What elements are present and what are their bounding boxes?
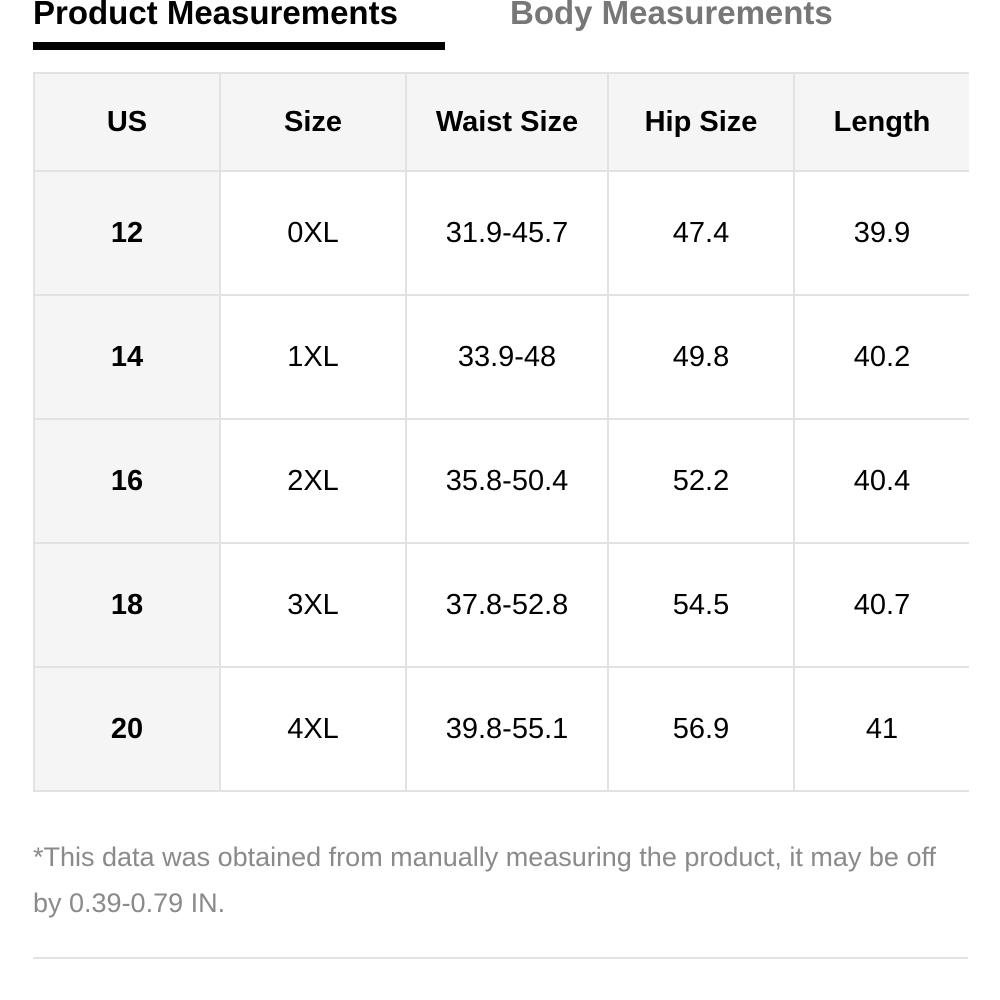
header-cell: US bbox=[33, 72, 221, 172]
tab[interactable]: Product Measurements bbox=[33, 0, 398, 31]
table-cell: 41 bbox=[793, 666, 969, 792]
table-cell: 0XL bbox=[219, 170, 407, 296]
table-cell: 39.9 bbox=[793, 170, 969, 296]
header-cell: Size bbox=[219, 72, 407, 172]
header-cell: Hip Size bbox=[607, 72, 795, 172]
table-cell: 12 bbox=[33, 170, 221, 296]
table-cell: 40.4 bbox=[793, 418, 969, 544]
header-cell: Waist Size bbox=[405, 72, 609, 172]
table-cell: 33.9-48 bbox=[405, 294, 609, 420]
table-cell: 49.8 bbox=[607, 294, 795, 420]
note: *This data was obtained from manually me… bbox=[33, 842, 936, 918]
table-cell: 37.8-52.8 bbox=[405, 542, 609, 668]
size-table: US Size Waist Size Hip Size Length 12 0XL 31.9… bbox=[33, 72, 969, 792]
table-cell: 20 bbox=[33, 666, 221, 792]
active-tab-indicator bbox=[33, 42, 445, 50]
divider bbox=[33, 957, 968, 959]
table-cell: 52.2 bbox=[607, 418, 795, 544]
table-cell: 1XL bbox=[219, 294, 407, 420]
table-cell: 16 bbox=[33, 418, 221, 544]
table-row: 12 0XL 31.9-45.7 47.4 39.9 bbox=[33, 170, 969, 296]
table-row: 16 2XL 35.8-50.4 52.2 40.4 bbox=[33, 418, 969, 544]
table-cell: 39.8-55.1 bbox=[405, 666, 609, 792]
table-row: 18 3XL 37.8-52.8 54.5 40.7 bbox=[33, 542, 969, 668]
table-cell: 40.7 bbox=[793, 542, 969, 668]
table-cell: 56.9 bbox=[607, 666, 795, 792]
table-cell: 35.8-50.4 bbox=[405, 418, 609, 544]
table-cell: 18 bbox=[33, 542, 221, 668]
table-cell: 40.2 bbox=[793, 294, 969, 420]
header-cell: Length bbox=[793, 72, 969, 172]
tab[interactable]: Body Measurements bbox=[510, 0, 833, 31]
table-cell: 2XL bbox=[219, 418, 407, 544]
table-row: 14 1XL 33.9-48 49.8 40.2 bbox=[33, 294, 969, 420]
table-row: 20 4XL 39.8-55.1 56.9 41 bbox=[33, 666, 969, 792]
table-cell: 14 bbox=[33, 294, 221, 420]
table-cell: 3XL bbox=[219, 542, 407, 668]
table-cell: 31.9-45.7 bbox=[405, 170, 609, 296]
table-cell: 54.5 bbox=[607, 542, 795, 668]
table-cell: 47.4 bbox=[607, 170, 795, 296]
header-row: US Size Waist Size Hip Size Length bbox=[33, 72, 969, 172]
table-cell: 4XL bbox=[219, 666, 407, 792]
